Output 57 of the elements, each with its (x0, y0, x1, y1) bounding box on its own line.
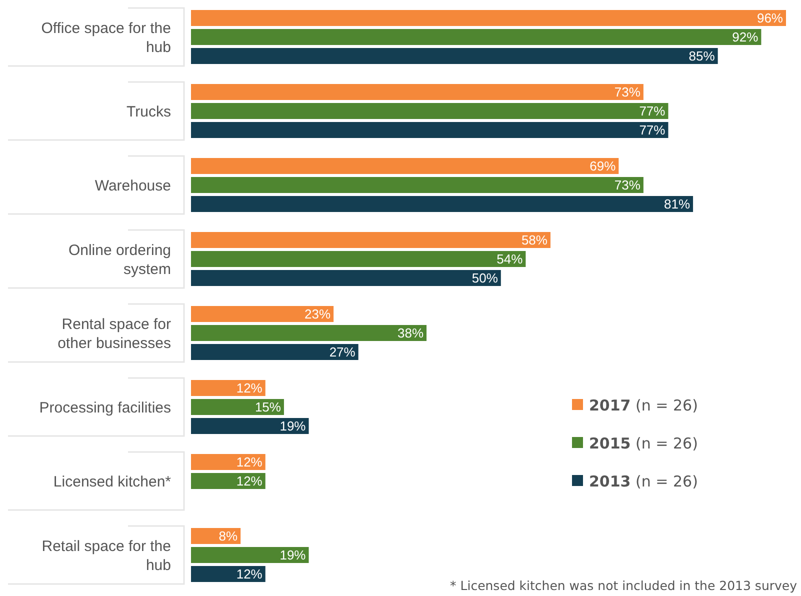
bar (191, 196, 694, 212)
data-label: 12% (236, 474, 263, 488)
legend-label: 2015 (n = 26) (589, 434, 698, 452)
data-label: 27% (329, 344, 356, 360)
data-label: 38% (397, 326, 424, 340)
data-label: 85% (688, 48, 716, 64)
y-tick-label: Office space for the hub (41, 20, 171, 56)
data-label: 58% (521, 232, 548, 248)
bar (191, 251, 526, 267)
y-tick-label: Processing facilities (39, 400, 171, 416)
bar (191, 566, 266, 582)
y-tick-label: Retail space for the hub (42, 538, 171, 574)
bar (191, 29, 762, 45)
bar (191, 473, 266, 489)
bar (191, 270, 501, 286)
bar (191, 399, 284, 415)
data-label: 81% (664, 196, 690, 212)
y-tick-label: Trucks (126, 104, 171, 120)
bar (191, 306, 334, 322)
bar (191, 232, 550, 248)
legend-label: 2013 (n = 26) (589, 472, 698, 490)
bar (191, 418, 309, 434)
bar (191, 10, 786, 26)
data-label: 77% (639, 104, 666, 118)
data-label: 15% (254, 400, 282, 414)
bar (191, 547, 309, 563)
bar (191, 84, 644, 100)
y-tick-label: Online ordering system (68, 242, 171, 278)
bar (191, 177, 644, 193)
legend-label: 2017 (n = 26) (589, 396, 698, 414)
bar (191, 344, 358, 360)
data-label: 92% (732, 30, 759, 44)
bar (191, 325, 427, 341)
bar (191, 454, 266, 470)
data-label: 23% (304, 306, 331, 322)
data-label: 50% (472, 270, 498, 286)
data-label: 12% (236, 566, 263, 582)
annotation: * Licensed kitchen was not included in the 2013 survey (450, 578, 798, 593)
bar (191, 158, 619, 174)
data-label: 73% (614, 178, 641, 192)
data-label: 12% (236, 454, 263, 470)
data-label: 73% (614, 84, 641, 100)
data-label: 54% (496, 252, 524, 266)
bar (191, 380, 266, 396)
data-label: 96% (756, 10, 784, 26)
bar (191, 48, 718, 64)
data-label: 69% (590, 158, 616, 174)
y-tick-label: Warehouse (94, 178, 171, 194)
data-label: 77% (639, 122, 666, 138)
y-tick-label: Rental space for other businesses (58, 316, 171, 352)
y-tick-label: Licensed kitchen* (53, 474, 172, 490)
data-label: 19% (280, 418, 306, 434)
bar (191, 103, 668, 119)
data-label: 12% (236, 380, 263, 396)
bar (191, 122, 668, 138)
data-label: 8% (218, 528, 238, 544)
data-label: 19% (280, 548, 306, 562)
